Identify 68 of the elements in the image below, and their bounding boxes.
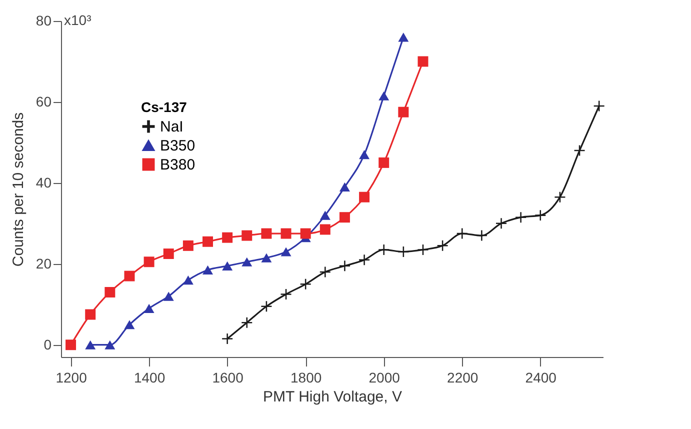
point — [222, 232, 233, 243]
y-tick-label: 20 — [36, 255, 52, 272]
annotation: x10³ — [64, 12, 92, 28]
point — [320, 224, 330, 235]
point — [261, 253, 272, 262]
point — [339, 260, 350, 272]
x-tick-label: 2400 — [525, 370, 557, 386]
point — [535, 210, 546, 221]
point — [280, 289, 292, 300]
point — [261, 228, 272, 239]
point — [359, 150, 370, 160]
point — [359, 192, 370, 202]
point — [378, 157, 390, 168]
point — [516, 212, 526, 223]
y-tick-label: 60 — [36, 93, 52, 110]
point — [104, 286, 116, 298]
point — [320, 210, 330, 220]
point — [339, 182, 350, 192]
point — [163, 248, 174, 260]
legend-label: B380 — [160, 156, 196, 174]
point — [85, 309, 96, 320]
point — [437, 240, 448, 251]
point — [124, 320, 135, 330]
point — [104, 340, 116, 350]
point — [378, 244, 390, 255]
point — [300, 228, 311, 239]
point — [280, 228, 292, 239]
point — [222, 334, 233, 344]
y-axis-title: Counts per 10 seconds — [10, 112, 27, 267]
x-tick-label: 1800 — [290, 370, 322, 386]
point — [418, 56, 428, 67]
point — [144, 256, 154, 268]
point — [182, 276, 194, 285]
y-tick-label: 40 — [36, 174, 52, 190]
y-tick-label: 80 — [36, 12, 52, 28]
x-tick-label: 2000 — [368, 370, 400, 386]
legend-label: B350 — [160, 138, 196, 154]
point — [222, 261, 233, 270]
point — [398, 246, 409, 257]
x-tick-label: 1200 — [56, 370, 88, 386]
point — [242, 257, 252, 266]
point — [144, 304, 154, 313]
point — [202, 236, 213, 247]
x-tick-label: 1600 — [212, 370, 244, 386]
point — [339, 212, 350, 223]
point — [359, 254, 370, 266]
point — [320, 266, 330, 278]
point — [85, 340, 96, 350]
point — [476, 230, 487, 241]
point — [202, 265, 213, 275]
point — [300, 278, 311, 290]
legend-label: NaI — [160, 118, 184, 136]
x-axis-title: PMT High Voltage, V — [263, 388, 402, 406]
point — [66, 340, 76, 350]
y-tick-label: 0 — [44, 336, 52, 352]
point — [496, 218, 506, 229]
legend-title: Cs-137 — [141, 99, 188, 115]
x-tick-label: 1400 — [134, 370, 166, 386]
point — [242, 230, 252, 241]
point — [398, 106, 409, 118]
point — [163, 292, 174, 301]
point — [398, 32, 409, 42]
point — [124, 270, 135, 282]
point — [418, 244, 428, 255]
x-tick-label: 2200 — [447, 370, 478, 386]
point — [378, 91, 390, 100]
point — [182, 240, 194, 251]
point — [280, 247, 292, 256]
